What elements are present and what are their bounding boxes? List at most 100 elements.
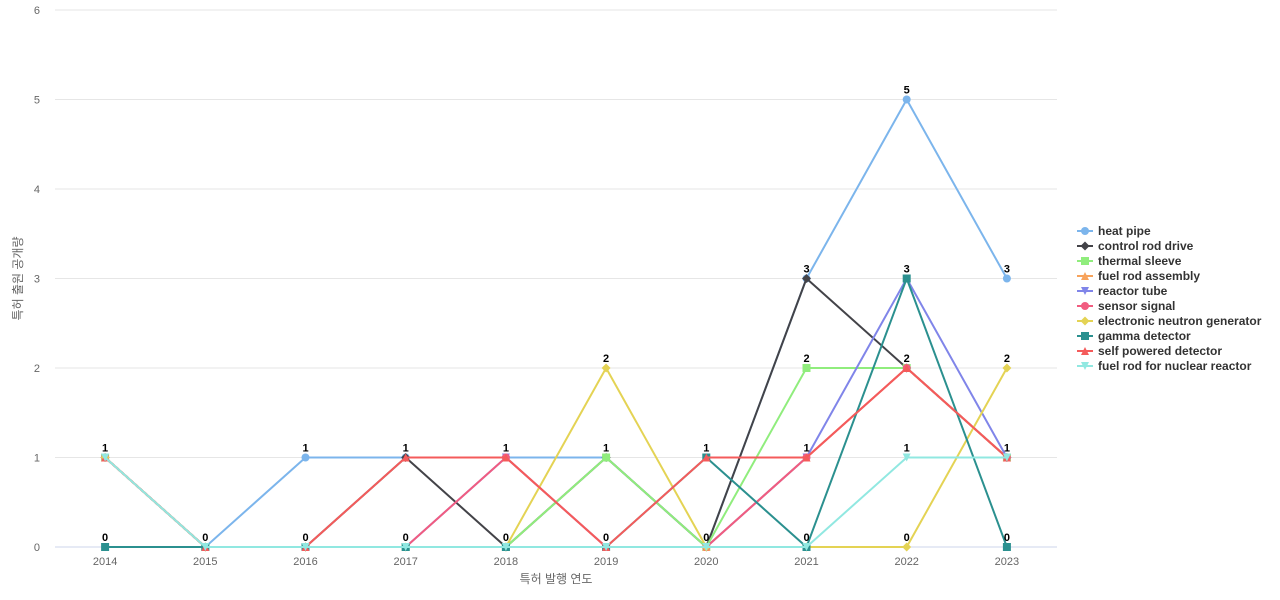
legend-label: fuel rod assembly bbox=[1098, 269, 1200, 283]
data-label: 2 bbox=[603, 353, 609, 365]
legend-marker bbox=[1081, 272, 1089, 280]
legend-marker bbox=[1081, 227, 1089, 235]
data-point-marker[interactable] bbox=[101, 543, 110, 551]
data-point-marker[interactable] bbox=[1002, 363, 1012, 373]
legend-item[interactable]: self powered detector bbox=[1077, 344, 1222, 358]
y-tick-label: 6 bbox=[34, 5, 40, 17]
y-tick-label: 1 bbox=[34, 453, 40, 465]
x-axis-ticks: 2014 2015 2016 2017 2018 2019 2020 2021 2022 2023 bbox=[93, 556, 1019, 568]
data-point-marker[interactable] bbox=[401, 543, 410, 551]
series-line[interactable] bbox=[105, 277, 1008, 548]
data-label: 2 bbox=[803, 353, 809, 365]
data-label: 1 bbox=[803, 443, 809, 455]
x-tick-label: 2016 bbox=[293, 556, 317, 568]
legend-marker bbox=[1080, 241, 1090, 251]
data-point-marker[interactable] bbox=[401, 453, 410, 462]
x-tick-label: 2023 bbox=[995, 556, 1019, 568]
legend-marker bbox=[1081, 362, 1089, 370]
data-point-marker[interactable] bbox=[1002, 274, 1011, 283]
series-1 bbox=[100, 274, 1012, 552]
data-point-marker[interactable] bbox=[201, 543, 210, 551]
data-point-marker[interactable] bbox=[501, 453, 510, 462]
x-axis-title: 특허 발행 연도 bbox=[520, 571, 593, 586]
legend-item[interactable]: sensor signal bbox=[1077, 299, 1175, 313]
legend-item[interactable]: thermal sleeve bbox=[1077, 254, 1182, 268]
data-label: 1 bbox=[904, 443, 910, 455]
data-point-marker[interactable] bbox=[902, 95, 911, 104]
data-label: 0 bbox=[102, 532, 108, 544]
y-tick-label: 4 bbox=[34, 184, 40, 196]
data-point-marker[interactable] bbox=[601, 363, 611, 373]
y-axis-ticks: 0 1 2 3 4 5 6 bbox=[34, 5, 40, 554]
series-line[interactable] bbox=[104, 456, 1007, 548]
legend-marker bbox=[1080, 316, 1090, 326]
legend-marker bbox=[1081, 302, 1089, 310]
data-point-marker[interactable] bbox=[501, 543, 510, 551]
series-7 bbox=[101, 274, 1011, 551]
series-0 bbox=[101, 95, 1011, 551]
series-line[interactable] bbox=[104, 277, 1008, 548]
data-point-marker[interactable] bbox=[602, 453, 611, 462]
data-label: 1 bbox=[403, 443, 409, 455]
legend-item[interactable]: fuel rod assembly bbox=[1077, 269, 1200, 283]
x-tick-label: 2022 bbox=[894, 556, 918, 568]
data-point-marker[interactable] bbox=[802, 364, 811, 372]
data-label: 1 bbox=[1004, 443, 1010, 455]
data-label: 5 bbox=[904, 85, 910, 97]
data-point-marker[interactable] bbox=[702, 453, 711, 462]
data-label: 0 bbox=[403, 532, 409, 544]
series-group bbox=[100, 95, 1012, 552]
data-point-marker[interactable] bbox=[902, 542, 912, 552]
legend-item[interactable]: heat pipe bbox=[1077, 224, 1151, 238]
grid-lines bbox=[55, 9, 1057, 548]
legend-item[interactable]: fuel rod for nuclear reactor bbox=[1077, 359, 1252, 373]
series-9 bbox=[101, 453, 1011, 551]
data-label: 1 bbox=[603, 443, 609, 455]
data-point-marker[interactable] bbox=[301, 453, 310, 462]
data-point-marker[interactable] bbox=[101, 453, 110, 462]
legend-label: self powered detector bbox=[1098, 344, 1222, 358]
x-tick-label: 2020 bbox=[694, 556, 718, 568]
data-label: 0 bbox=[202, 532, 208, 544]
legend-item[interactable]: gamma detector bbox=[1077, 329, 1191, 343]
data-point-marker[interactable] bbox=[1002, 453, 1011, 462]
data-label: 0 bbox=[904, 532, 910, 544]
series-line[interactable] bbox=[104, 98, 1008, 548]
data-point-marker[interactable] bbox=[902, 453, 911, 462]
x-tick-label: 2021 bbox=[794, 556, 818, 568]
data-label: 1 bbox=[503, 443, 509, 455]
data-point-marker[interactable] bbox=[802, 543, 811, 551]
data-label: 3 bbox=[904, 264, 910, 276]
legend-label: electronic neutron generator bbox=[1098, 314, 1262, 328]
data-label: 1 bbox=[703, 443, 709, 455]
legend-label: reactor tube bbox=[1098, 284, 1168, 298]
x-tick-label: 2015 bbox=[193, 556, 217, 568]
series-line[interactable] bbox=[104, 277, 1008, 548]
data-label: 0 bbox=[1004, 532, 1010, 544]
x-tick-label: 2019 bbox=[594, 556, 618, 568]
data-point-marker[interactable] bbox=[702, 543, 711, 551]
data-label: 2 bbox=[904, 353, 910, 365]
series-4 bbox=[101, 274, 1011, 551]
data-label: 3 bbox=[1004, 264, 1010, 276]
data-label: 0 bbox=[603, 532, 609, 544]
x-tick-label: 2017 bbox=[393, 556, 417, 568]
legend-item[interactable]: electronic neutron generator bbox=[1077, 314, 1262, 328]
data-point-marker[interactable] bbox=[301, 543, 310, 551]
y-tick-label: 2 bbox=[34, 363, 40, 375]
data-point-marker[interactable] bbox=[802, 274, 811, 283]
legend-item[interactable]: reactor tube bbox=[1077, 284, 1168, 298]
data-point-marker[interactable] bbox=[602, 543, 611, 551]
data-point-marker[interactable] bbox=[902, 364, 911, 372]
data-label: 1 bbox=[102, 443, 108, 455]
y-axis-title: 특허 출원 공개량 bbox=[11, 237, 25, 321]
legend-label: thermal sleeve bbox=[1098, 254, 1182, 268]
y-tick-label: 3 bbox=[34, 274, 40, 286]
data-point-marker[interactable] bbox=[802, 453, 811, 462]
data-point-marker[interactable] bbox=[1002, 543, 1011, 551]
legend-label: fuel rod for nuclear reactor bbox=[1098, 359, 1252, 373]
legend-item[interactable]: control rod drive bbox=[1077, 239, 1194, 253]
legend-label: control rod drive bbox=[1098, 239, 1194, 253]
data-point-marker[interactable] bbox=[902, 274, 911, 283]
